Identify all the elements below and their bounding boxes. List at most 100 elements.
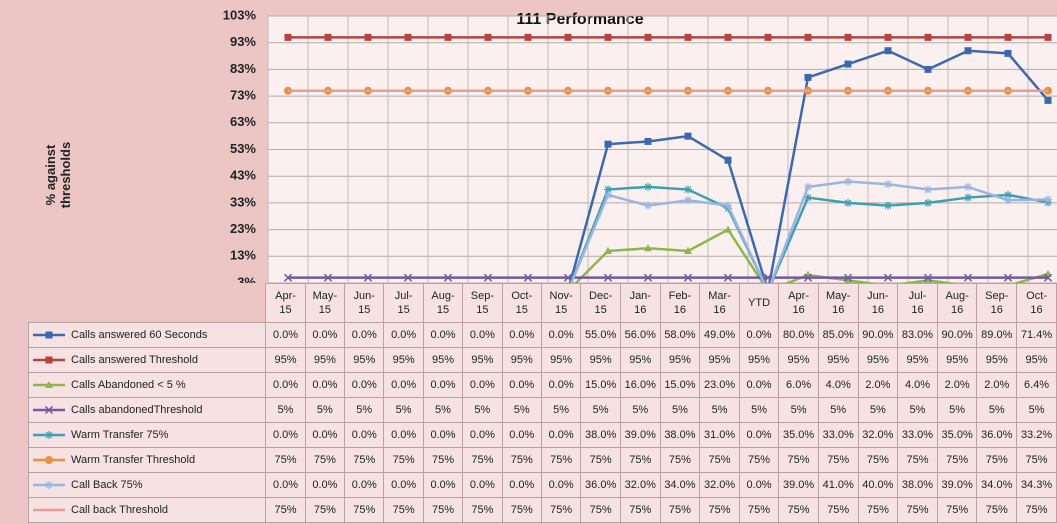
value-cell: 0.0% bbox=[344, 372, 385, 398]
marker bbox=[803, 273, 813, 282]
marker bbox=[643, 273, 653, 282]
header-cell: Sep-16 bbox=[976, 283, 1018, 323]
value-cell: 0.0% bbox=[265, 372, 306, 398]
x-tick-label: Apr-16 bbox=[788, 290, 809, 316]
x-tick-label: Jun-15 bbox=[353, 290, 375, 316]
value-cell: 95% bbox=[817, 347, 859, 373]
marker bbox=[967, 281, 969, 283]
series-line bbox=[569, 180, 1049, 283]
value-cell: 75% bbox=[817, 497, 859, 523]
marker bbox=[1004, 33, 1012, 41]
x-tick-label: Jul-15 bbox=[394, 290, 413, 316]
value-cell: 15.0% bbox=[659, 372, 701, 398]
marker bbox=[684, 246, 692, 254]
marker bbox=[684, 33, 692, 41]
marker bbox=[883, 273, 893, 282]
value-cell: 33.0% bbox=[897, 422, 938, 448]
y-tick-label: 83% bbox=[230, 61, 256, 76]
marker bbox=[884, 201, 892, 210]
marker bbox=[724, 201, 732, 210]
value-cell: 0.0% bbox=[540, 372, 582, 398]
marker bbox=[887, 281, 889, 283]
value-cell: 75% bbox=[501, 497, 542, 523]
marker bbox=[964, 193, 972, 202]
value-cell: 95% bbox=[699, 347, 740, 373]
marker bbox=[644, 33, 652, 41]
header-cell: May-15 bbox=[304, 283, 346, 323]
legend-swatch bbox=[33, 508, 65, 512]
header-cell: Mar-16 bbox=[699, 283, 740, 323]
marker bbox=[644, 137, 652, 145]
value-cell: 5% bbox=[540, 397, 582, 423]
value-cell: 85.0% bbox=[817, 322, 859, 348]
value-cell: 75% bbox=[1016, 497, 1057, 523]
value-cell: 75% bbox=[857, 497, 899, 523]
value-cell: 0.0% bbox=[540, 472, 582, 498]
value-cell: 75% bbox=[304, 497, 346, 523]
value-cell: 75% bbox=[383, 447, 424, 473]
value-cell: 0.0% bbox=[501, 322, 542, 348]
y-tick-label: 43% bbox=[230, 168, 256, 183]
legend-swatch bbox=[33, 406, 65, 415]
data-row: Warm Transfer 75% 0.0% 0.0% 0.0% 0.0% 0.0% 0.0… bbox=[27, 422, 1057, 448]
marker bbox=[604, 33, 612, 41]
value-cell: 95% bbox=[936, 347, 978, 373]
data-row: Calls answered Threshold 95% 95% 95% 95% 95% 9… bbox=[27, 347, 1057, 373]
marker bbox=[603, 273, 613, 282]
value-cell: 75% bbox=[422, 447, 464, 473]
value-cell: 95% bbox=[778, 347, 819, 373]
legend-cell: Warm Transfer Threshold bbox=[27, 447, 267, 473]
value-cell: 95% bbox=[897, 347, 938, 373]
legend-cell: Calls answered 60 Seconds bbox=[27, 322, 267, 348]
x-tick-label: Jun-16 bbox=[867, 290, 889, 316]
marker bbox=[764, 33, 772, 41]
y-tick-label: 33% bbox=[230, 194, 256, 209]
value-cell: 58.0% bbox=[659, 322, 701, 348]
legend-label: Warm Transfer 75% bbox=[71, 428, 169, 441]
marker bbox=[45, 481, 53, 490]
marker bbox=[1043, 273, 1053, 282]
marker bbox=[443, 273, 453, 282]
value-cell: 75% bbox=[857, 447, 899, 473]
x-tick-label: Jan-16 bbox=[629, 290, 651, 316]
value-cell: 5% bbox=[580, 397, 621, 423]
marker bbox=[604, 140, 612, 148]
legend-cell: Calls abandonedThreshold bbox=[27, 397, 267, 423]
legend-label: Calls Abandoned < 5 % bbox=[71, 378, 186, 391]
value-cell: 75% bbox=[501, 447, 542, 473]
marker bbox=[964, 33, 972, 41]
header-cell: Jul-16 bbox=[897, 283, 938, 323]
marker bbox=[1004, 196, 1012, 205]
y-tick-label: 93% bbox=[230, 34, 256, 49]
value-cell: 38.0% bbox=[897, 472, 938, 498]
value-cell: 5% bbox=[462, 397, 503, 423]
value-cell: 39.0% bbox=[778, 472, 819, 498]
marker bbox=[963, 273, 973, 282]
value-cell: 95% bbox=[1016, 347, 1057, 373]
value-cell: 41.0% bbox=[817, 472, 859, 498]
value-cell: 0.0% bbox=[344, 472, 385, 498]
value-cell: 2.0% bbox=[857, 372, 899, 398]
header-cell: Jan-16 bbox=[619, 283, 661, 323]
value-cell: 95% bbox=[422, 347, 464, 373]
value-cell: 0.0% bbox=[540, 422, 582, 448]
value-cell: 0.0% bbox=[738, 322, 780, 348]
header-cell: Oct-15 bbox=[501, 283, 542, 323]
value-cell: 5% bbox=[344, 397, 385, 423]
value-cell: 95% bbox=[344, 347, 385, 373]
chart: 111 Performance 3% 13% 23% 33% 43% 53% 63% 73% 8… bbox=[223, 7, 1057, 283]
header-cell: Jul-15 bbox=[383, 283, 424, 323]
value-cell: 34.0% bbox=[659, 472, 701, 498]
marker bbox=[324, 33, 332, 41]
value-cell: 95% bbox=[540, 347, 582, 373]
marker bbox=[723, 273, 733, 282]
marker bbox=[844, 198, 852, 207]
value-cell: 95% bbox=[659, 347, 701, 373]
value-cell: 95% bbox=[580, 347, 621, 373]
legend-swatch bbox=[33, 456, 65, 465]
marker bbox=[1044, 33, 1052, 41]
value-cell: 95% bbox=[619, 347, 661, 373]
value-cell: 75% bbox=[422, 497, 464, 523]
marker bbox=[45, 356, 53, 364]
